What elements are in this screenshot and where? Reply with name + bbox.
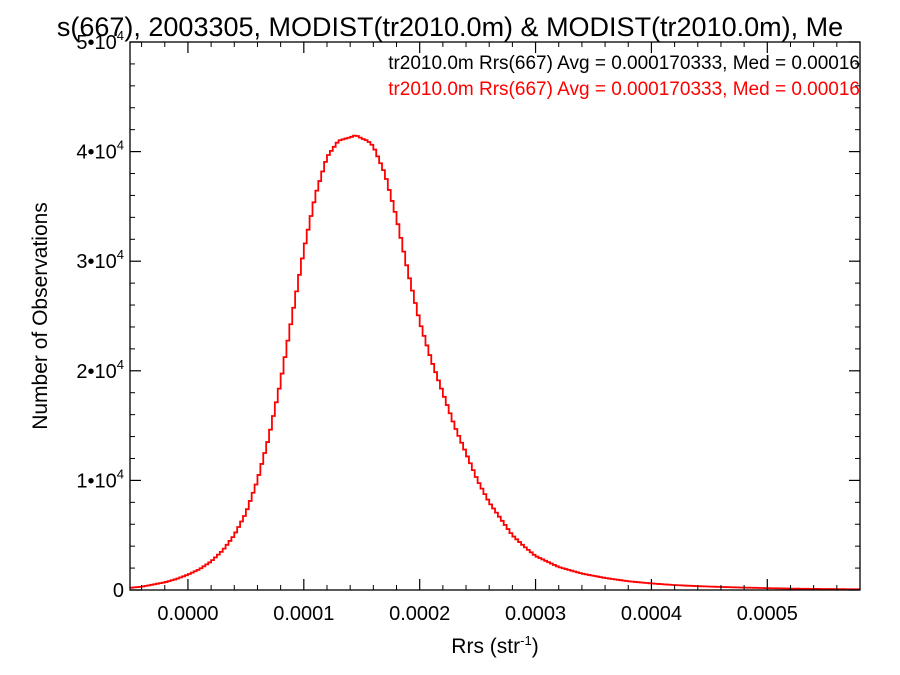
y-tick-label: 4•104 — [76, 138, 124, 164]
plot-area: 0.0000 0.0001 0.0002 0.0003 0.0004 0.0005 0 1•… — [76, 28, 861, 625]
y-tick-exponent: 4 — [117, 138, 124, 153]
x-axis-label: Rrs (str-1) — [451, 633, 538, 658]
y-tick-mantissa: 5•10 — [76, 32, 116, 54]
y-tick-exponent: 4 — [117, 247, 124, 262]
y-tick-exponent: 4 — [117, 466, 124, 481]
x-tick-label: 0.0000 — [157, 603, 218, 625]
x-tick-label: 0.0004 — [621, 603, 682, 625]
histogram-series — [130, 134, 860, 591]
x-tick-label: 0.0001 — [273, 603, 334, 625]
x-tick-label: 0.0003 — [505, 603, 566, 625]
legend: tr2010.0m Rrs(667) Avg = 0.000170333, Me… — [388, 53, 860, 100]
y-tick-label: 0 — [113, 580, 124, 602]
x-axis-label-close: ) — [532, 635, 539, 658]
y-axis-label: Number of Observations — [29, 202, 52, 430]
y-tick-label: 1•104 — [76, 466, 124, 492]
y-tick-label: 3•104 — [76, 247, 124, 273]
y-tick-label: 5•104 — [76, 28, 124, 54]
y-tick-mantissa: 0 — [113, 580, 124, 602]
histogram-line-red — [130, 134, 860, 591]
y-tick-exponent: 4 — [117, 28, 124, 43]
y-tick-label: 2•104 — [76, 357, 124, 383]
y-tick-mantissa: 1•10 — [76, 470, 116, 492]
y-tick-mantissa: 4•10 — [76, 142, 116, 164]
x-tick-label: 0.0005 — [737, 603, 798, 625]
y-tick-exponent: 4 — [117, 357, 124, 372]
x-axis-label-text: Rrs (str — [451, 635, 520, 658]
x-axis: 0.0000 0.0001 0.0002 0.0003 0.0004 0.0005 — [141, 42, 861, 625]
legend-entry-red: tr2010.0m Rrs(667) Avg = 0.000170333, Me… — [388, 79, 860, 100]
x-axis-label-superscript: -1 — [520, 633, 532, 648]
y-tick-mantissa: 2•10 — [76, 361, 116, 383]
plot-frame — [129, 41, 861, 591]
chart-title: s(667), 2003305, MODIST(tr2010.0m) & MOD… — [57, 12, 843, 42]
x-tick-label: 0.0002 — [389, 603, 450, 625]
y-tick-mantissa: 3•10 — [76, 251, 116, 273]
legend-entry-black: tr2010.0m Rrs(667) Avg = 0.000170333, Me… — [388, 53, 860, 74]
